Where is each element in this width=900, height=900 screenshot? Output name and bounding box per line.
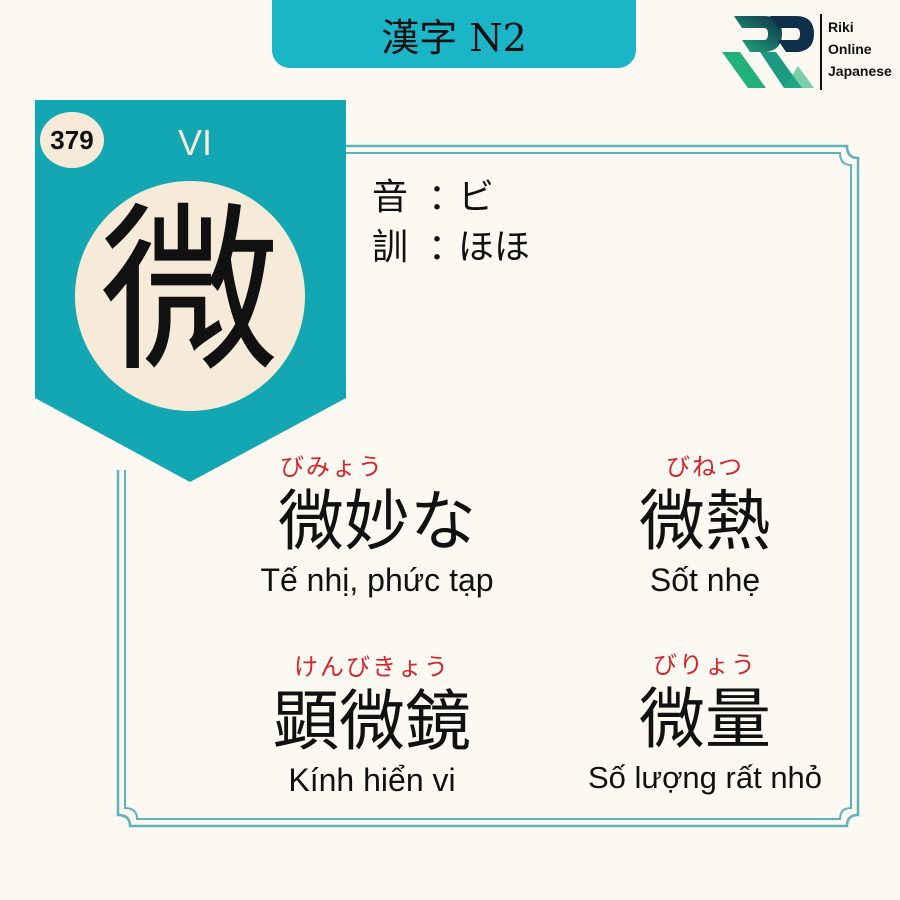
kun-reading: ほほ: [458, 227, 531, 268]
vocab-furigana: びりょう: [653, 651, 757, 679]
vocab-item: びりょう 微量 Số lượng rất nhỏ: [560, 648, 850, 798]
logo-divider: [820, 14, 822, 90]
riki-logo-icon: [722, 16, 814, 88]
vocab-furigana: けんびきょう: [294, 653, 450, 681]
kanji-character: 微: [99, 188, 280, 397]
level-banner: 漢字 N2: [272, 0, 636, 68]
vocab-meaning: Kính hiển vi: [288, 762, 456, 798]
on-reading: ビ: [458, 177, 495, 218]
level-title: 漢字 N2: [381, 15, 527, 60]
vocab-word: 微量: [639, 681, 771, 758]
vocab-word: 微熱: [639, 483, 771, 560]
riki-logo: Riki Online Japanese: [720, 12, 895, 92]
kun-reading-row: 訓 ： ほほ: [372, 218, 530, 270]
vocab-word: 顕微鏡: [273, 683, 471, 760]
on-reading-row: 音 ： ビ: [372, 168, 494, 220]
vocab-item: けんびきょう 顕微鏡 Kính hiển vi: [222, 650, 522, 800]
vocab-item: びみょう 微妙な Tế nhị, phức tạp: [222, 450, 532, 600]
kanji-circle: 微: [75, 181, 305, 411]
vocab-meaning: Sốt nhẹ: [649, 562, 761, 598]
han-viet-reading: VI: [177, 122, 212, 163]
kanji-number-badge: 379: [40, 112, 104, 168]
vocab-item: びねつ 微熱 Sốt nhẹ: [580, 450, 830, 600]
vocab-meaning: Tế nhị, phức tạp: [260, 562, 494, 598]
vocab-meaning: Số lượng rất nhỏ: [587, 760, 823, 795]
on-separator: ：: [428, 177, 465, 218]
vocab-word: 微妙な: [278, 483, 476, 560]
kun-separator: ：: [428, 227, 465, 268]
kun-label: 訓: [372, 227, 409, 268]
logo-wordmark: Riki Online Japanese: [828, 19, 892, 79]
on-label: 音: [372, 177, 409, 218]
vocab-furigana: びねつ: [666, 453, 744, 481]
vocab-furigana: びみょう: [280, 453, 384, 481]
